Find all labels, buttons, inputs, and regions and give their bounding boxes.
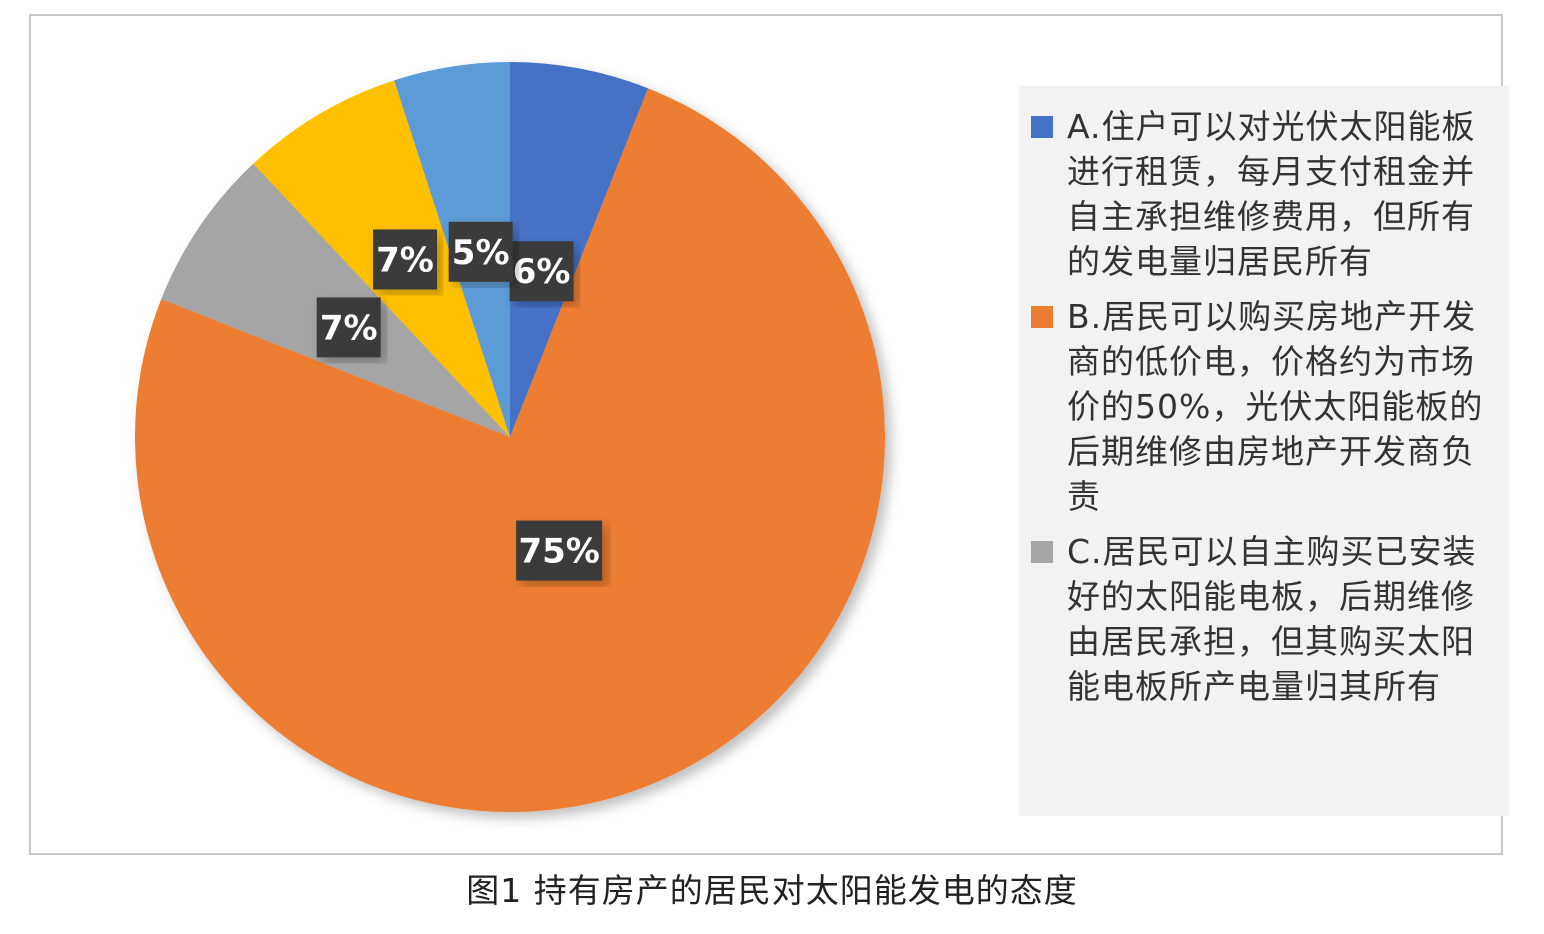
data-label-3: 7% bbox=[373, 229, 438, 290]
legend-swatch-2 bbox=[1031, 541, 1053, 563]
data-label-text-0: 6% bbox=[513, 252, 571, 292]
legend-label-0: A.住户可以对光伏太阳能板进行租赁，每月支付租金并自主承担维修费用，但所有的发电… bbox=[1067, 107, 1476, 281]
data-label-4: 5% bbox=[448, 221, 513, 282]
data-label-0: 6% bbox=[509, 241, 574, 302]
figure-caption: 图1 持有房产的居民对太阳能发电的态度 bbox=[466, 871, 1078, 910]
data-label-text-4: 5% bbox=[452, 233, 510, 273]
legend-label-2: C.居民可以自主购买已安装好的太阳能电板，后期维修由居民承担，但其购买太阳能电板… bbox=[1067, 532, 1477, 706]
data-label-text-2: 7% bbox=[320, 308, 378, 348]
data-label-2: 7% bbox=[316, 297, 381, 358]
legend-item-2: C.居民可以自主购买已安装好的太阳能电板，后期维修由居民承担，但其购买太阳能电板… bbox=[1031, 529, 1509, 709]
data-label-1: 75% bbox=[516, 520, 603, 581]
data-label-text-3: 7% bbox=[376, 240, 434, 280]
legend-swatch-1 bbox=[1031, 306, 1053, 328]
chart-frame: 6% 75% 7% 7% 5% A.住户可以对光伏太阳能板进行租赁，每月支付租金并自主承… bbox=[29, 14, 1509, 855]
pie-slice-0 bbox=[510, 62, 649, 437]
legend-label-1: B.居民可以购买房地产开发商的低价电，价格约为市场价的50%，光伏太阳能板的后期… bbox=[1067, 297, 1484, 516]
legend-item-0: A.住户可以对光伏太阳能板进行租赁，每月支付租金并自主承担维修费用，但所有的发电… bbox=[1031, 104, 1509, 284]
chart-legend: A.住户可以对光伏太阳能板进行租赁，每月支付租金并自主承担维修费用，但所有的发电… bbox=[1019, 86, 1509, 816]
legend-item-1: B.居民可以购买房地产开发商的低价电，价格约为市场价的50%，光伏太阳能板的后期… bbox=[1031, 294, 1509, 519]
data-label-text-1: 75% bbox=[518, 532, 599, 572]
pie-slice-1 bbox=[135, 88, 885, 812]
legend-swatch-0 bbox=[1031, 116, 1053, 138]
pie-chart: 6% 75% 7% 7% 5% bbox=[135, 62, 885, 812]
